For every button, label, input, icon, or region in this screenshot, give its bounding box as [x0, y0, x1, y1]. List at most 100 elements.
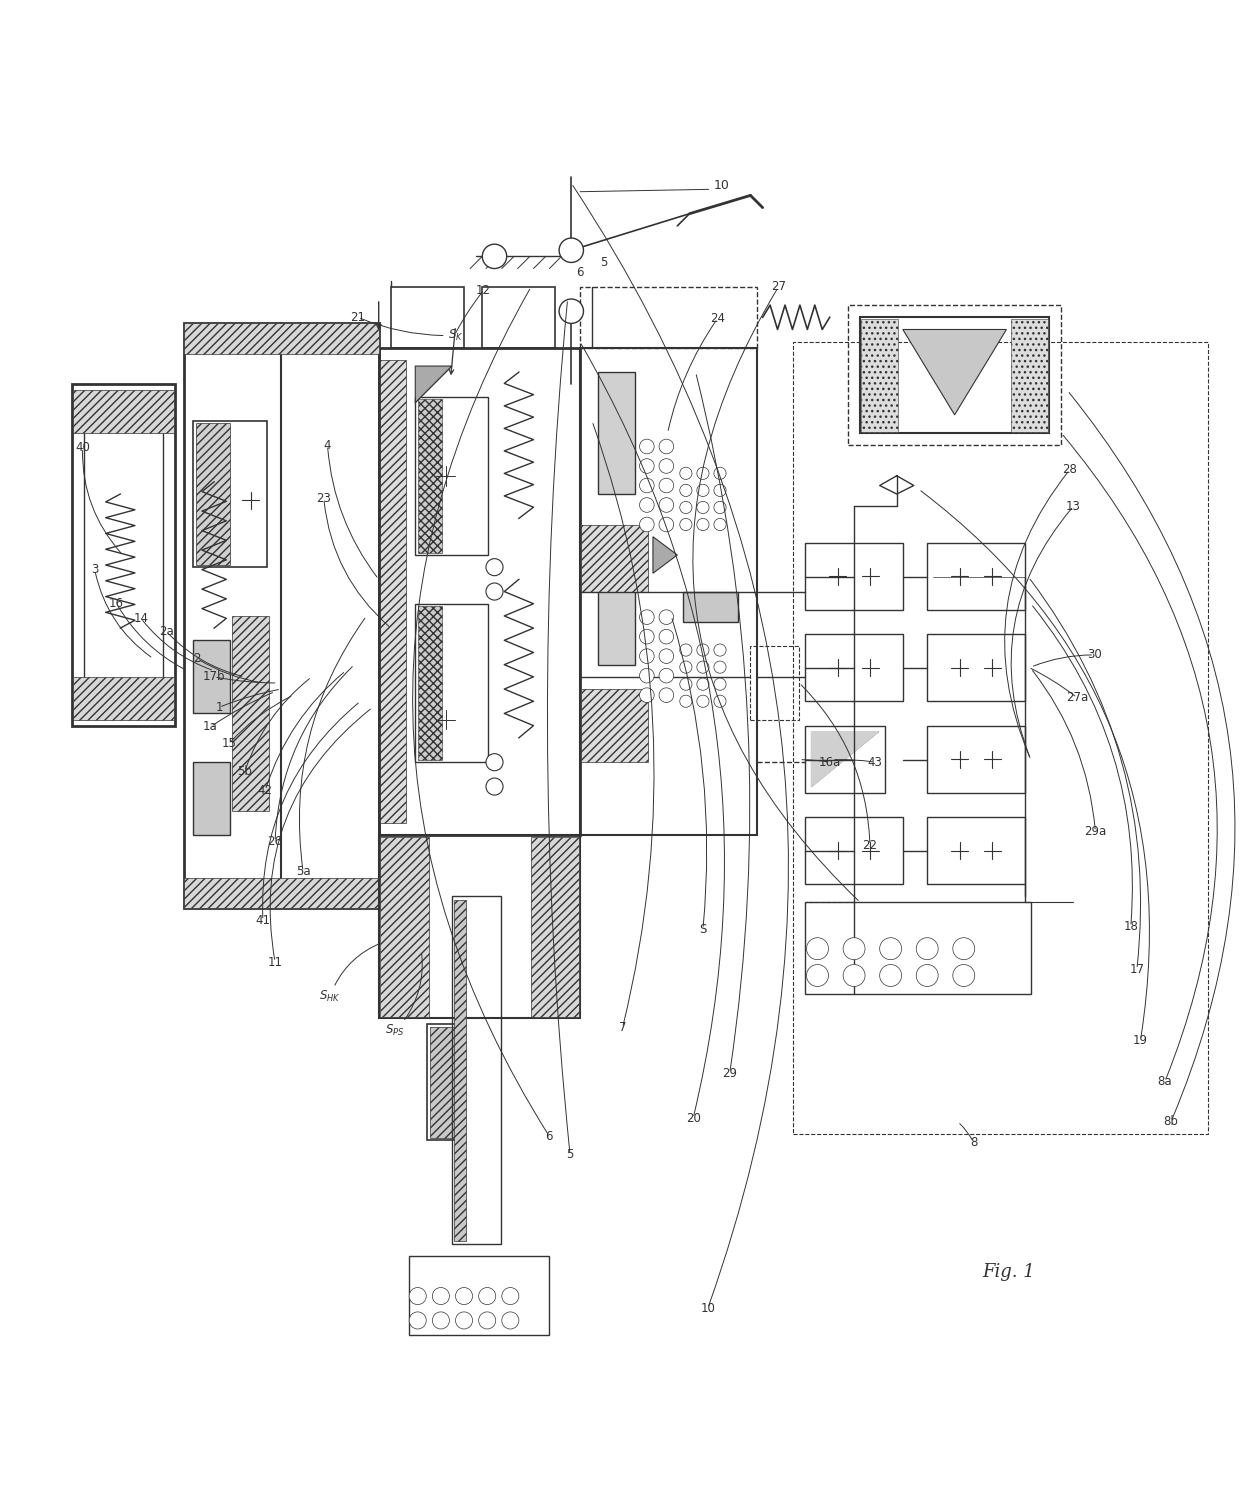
- Bar: [378, 348, 580, 836]
- Bar: [232, 616, 269, 812]
- Circle shape: [916, 938, 939, 960]
- Text: 2a: 2a: [159, 626, 174, 639]
- Bar: [418, 606, 443, 760]
- Text: 10: 10: [701, 1302, 715, 1316]
- Text: 20: 20: [686, 1112, 701, 1125]
- Text: 8b: 8b: [1163, 1116, 1178, 1128]
- Text: 26: 26: [268, 836, 283, 848]
- Bar: [409, 1256, 549, 1335]
- Text: 41: 41: [255, 914, 270, 927]
- Text: 14: 14: [134, 612, 149, 626]
- Bar: [415, 603, 489, 762]
- Bar: [378, 360, 405, 824]
- Text: 18: 18: [1123, 920, 1138, 933]
- Bar: [582, 688, 649, 762]
- Circle shape: [658, 440, 673, 454]
- Circle shape: [680, 662, 692, 674]
- Text: 4: 4: [324, 440, 331, 452]
- Text: 5b: 5b: [237, 765, 252, 778]
- Bar: [598, 543, 635, 664]
- Circle shape: [486, 778, 503, 795]
- Circle shape: [714, 694, 727, 708]
- Circle shape: [806, 938, 828, 960]
- Text: 30: 30: [1086, 648, 1101, 662]
- Text: 3: 3: [91, 562, 98, 576]
- Circle shape: [482, 244, 507, 268]
- Bar: [428, 1024, 464, 1140]
- Circle shape: [640, 669, 655, 682]
- Polygon shape: [653, 537, 677, 573]
- Circle shape: [916, 964, 939, 987]
- Circle shape: [658, 610, 673, 624]
- Circle shape: [680, 644, 692, 656]
- Circle shape: [640, 498, 655, 513]
- Circle shape: [486, 753, 503, 771]
- Bar: [1012, 318, 1048, 432]
- Text: $S_{HK}$: $S_{HK}$: [319, 988, 341, 1004]
- Circle shape: [559, 298, 584, 324]
- Circle shape: [433, 1312, 449, 1329]
- Text: 15: 15: [222, 738, 236, 750]
- Bar: [750, 646, 800, 720]
- Circle shape: [697, 501, 709, 513]
- Circle shape: [640, 518, 655, 532]
- Circle shape: [843, 964, 866, 987]
- Bar: [193, 762, 229, 836]
- Polygon shape: [903, 330, 1007, 416]
- Text: 43: 43: [867, 756, 882, 768]
- Circle shape: [559, 238, 584, 262]
- Text: 5: 5: [567, 1148, 574, 1161]
- Circle shape: [658, 630, 673, 644]
- Text: 6: 6: [577, 266, 584, 279]
- Bar: [794, 342, 1208, 1134]
- Bar: [582, 525, 649, 591]
- Polygon shape: [811, 732, 878, 786]
- Circle shape: [714, 644, 727, 656]
- Bar: [598, 372, 635, 494]
- Text: 42: 42: [258, 783, 273, 796]
- Text: 16a: 16a: [818, 756, 841, 768]
- Text: 8: 8: [970, 1136, 977, 1149]
- Circle shape: [658, 669, 673, 682]
- Bar: [928, 634, 1024, 700]
- Bar: [73, 676, 174, 720]
- Circle shape: [658, 459, 673, 474]
- Text: $S_K$: $S_K$: [448, 328, 464, 344]
- Bar: [805, 903, 1030, 995]
- Bar: [805, 543, 903, 610]
- Circle shape: [680, 678, 692, 690]
- Bar: [482, 286, 556, 348]
- Circle shape: [843, 938, 866, 960]
- Bar: [805, 634, 903, 700]
- Circle shape: [455, 1312, 472, 1329]
- Circle shape: [680, 519, 692, 531]
- Text: 1: 1: [216, 700, 223, 714]
- Circle shape: [697, 662, 709, 674]
- Text: 17b: 17b: [203, 670, 226, 684]
- Circle shape: [714, 662, 727, 674]
- Bar: [193, 422, 267, 567]
- Bar: [84, 402, 162, 708]
- Circle shape: [680, 484, 692, 496]
- Bar: [378, 836, 580, 1019]
- Circle shape: [714, 501, 727, 513]
- Text: 29a: 29a: [1084, 825, 1106, 839]
- Text: 40: 40: [76, 441, 91, 454]
- Circle shape: [640, 688, 655, 702]
- Bar: [683, 591, 738, 622]
- Bar: [418, 399, 443, 552]
- Text: 1a: 1a: [203, 720, 218, 734]
- Bar: [430, 1026, 461, 1137]
- Text: 5: 5: [600, 256, 608, 268]
- Text: 24: 24: [711, 312, 725, 326]
- Circle shape: [952, 938, 975, 960]
- Circle shape: [806, 964, 828, 987]
- Bar: [196, 423, 229, 564]
- Circle shape: [658, 650, 673, 663]
- Text: 27: 27: [771, 280, 786, 294]
- Circle shape: [879, 938, 901, 960]
- Circle shape: [479, 1312, 496, 1329]
- Circle shape: [502, 1312, 518, 1329]
- Text: 29: 29: [722, 1066, 738, 1080]
- Bar: [72, 384, 175, 726]
